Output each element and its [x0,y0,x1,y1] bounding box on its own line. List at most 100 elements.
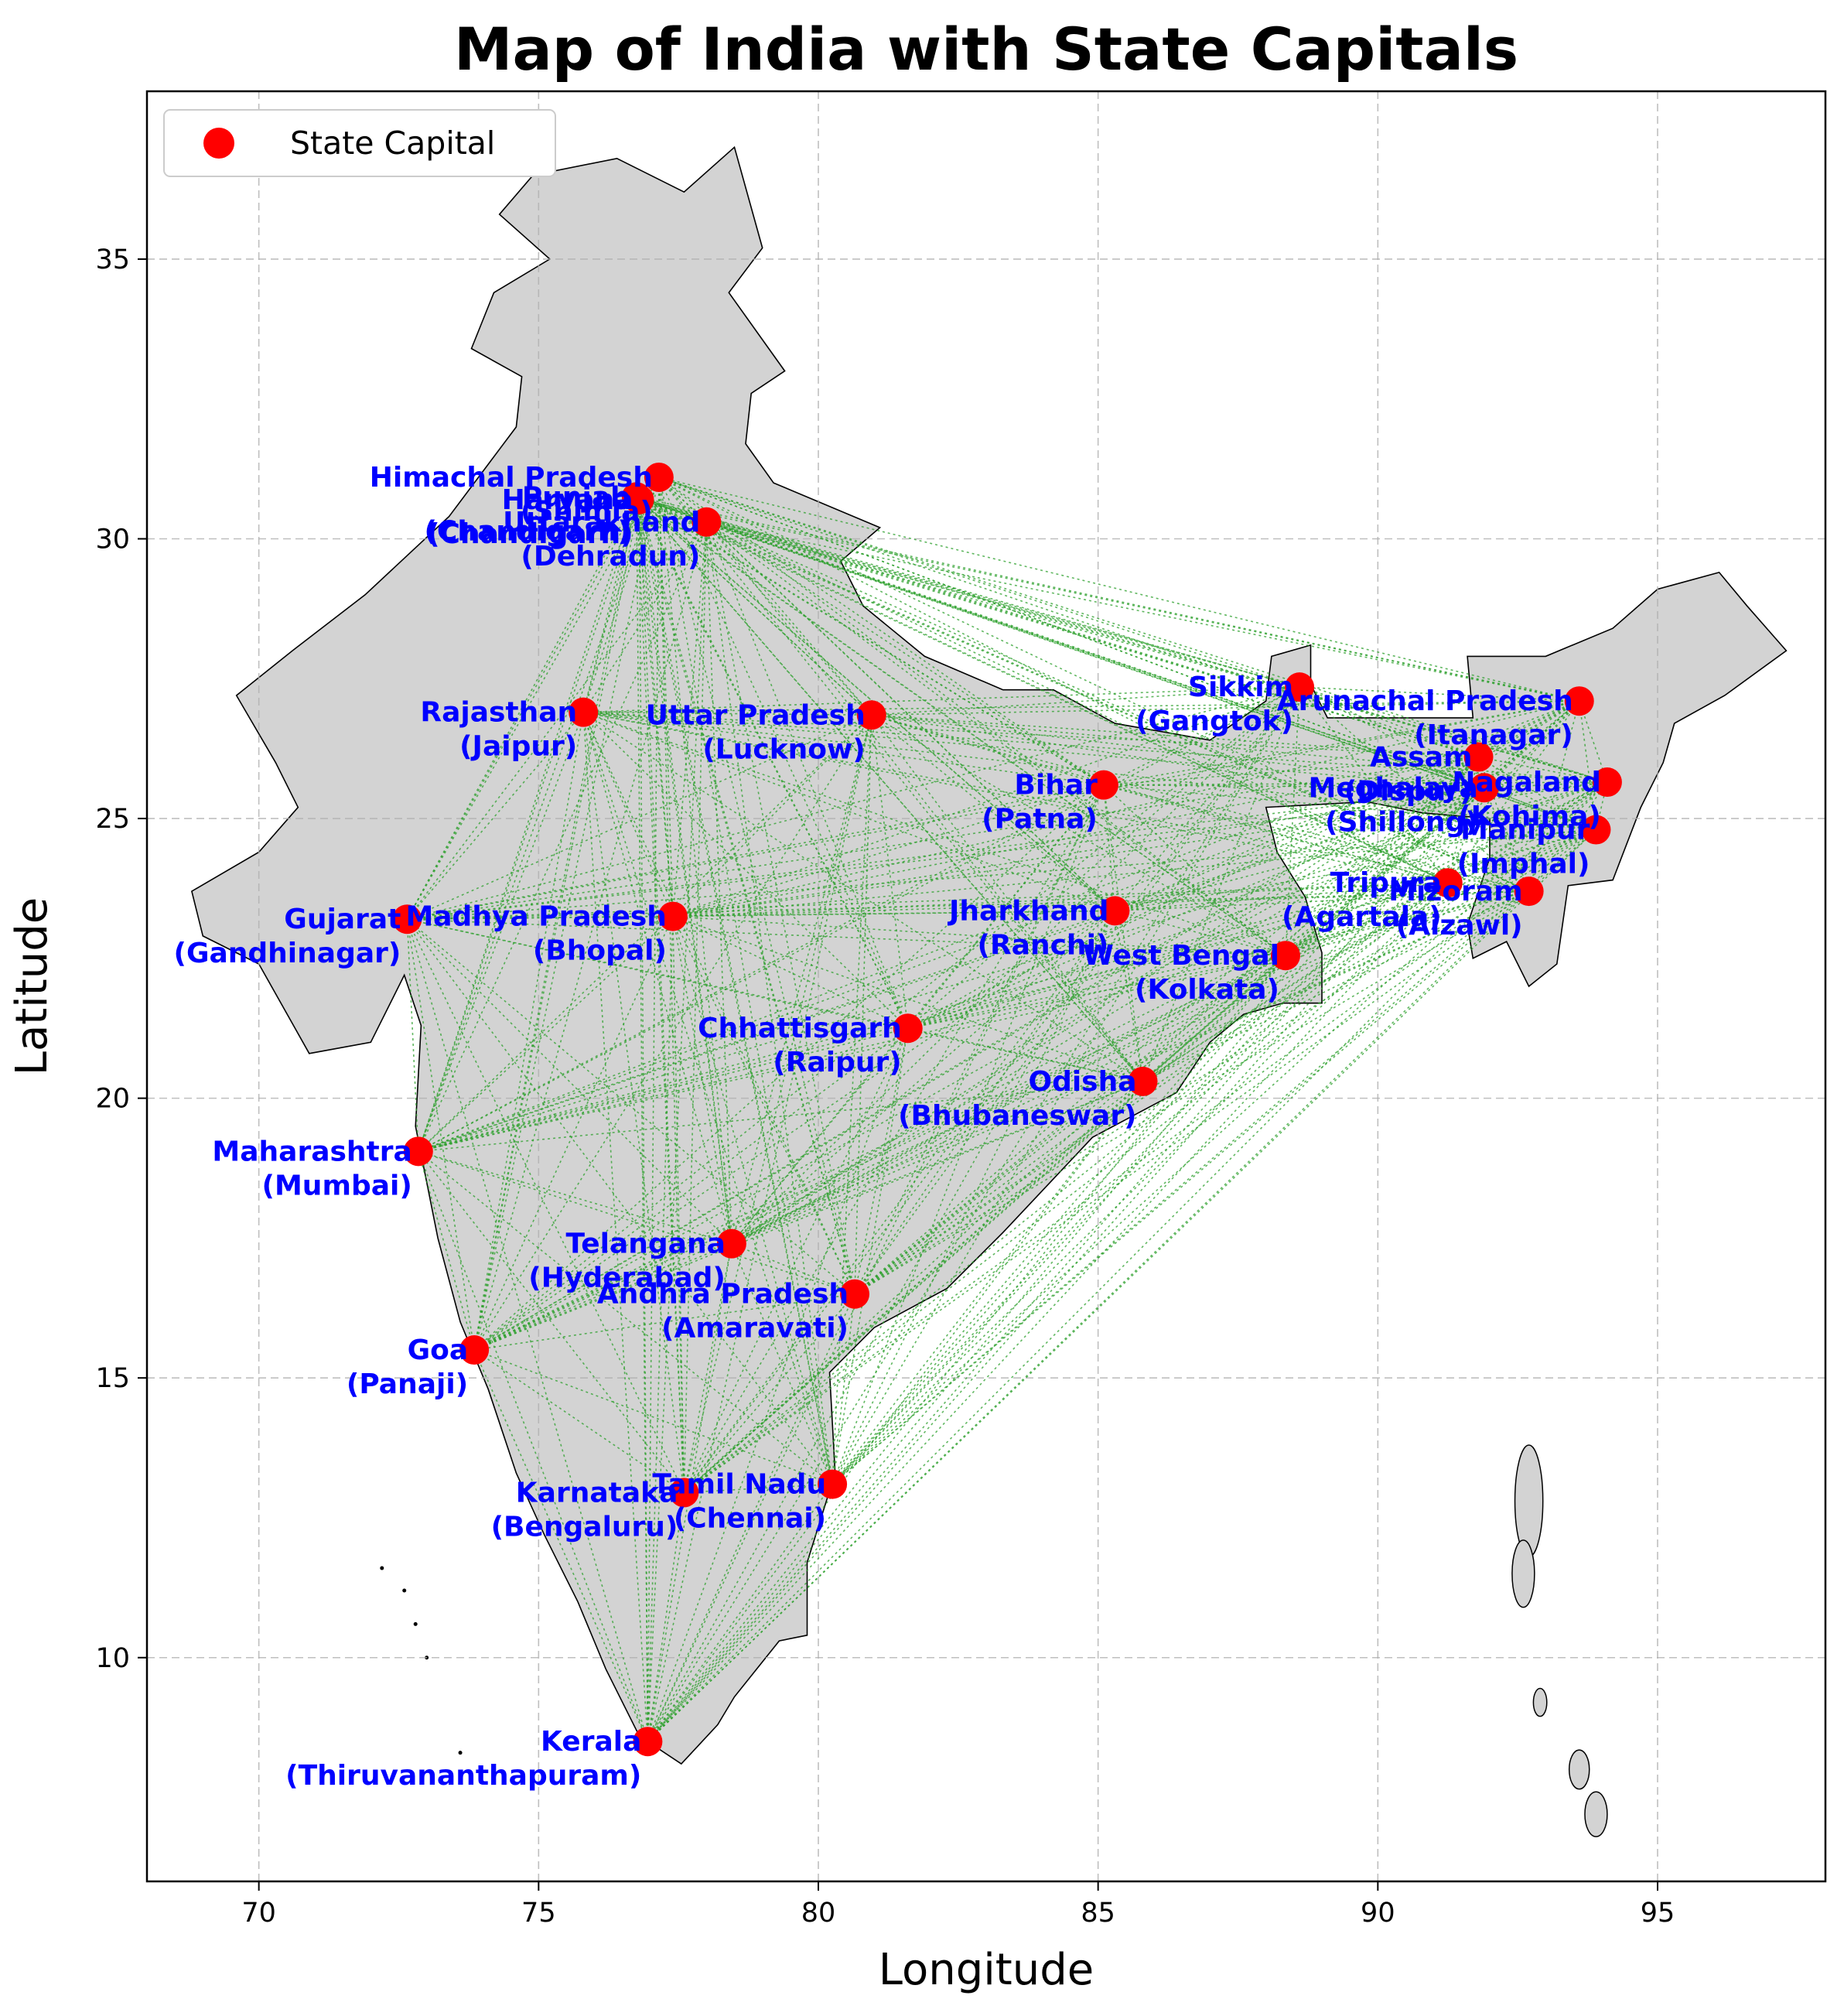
connector-line [706,521,1529,892]
x-axis-label: Longitude [879,1945,1094,1995]
state-label-sikkim: Sikkim [1188,671,1293,703]
connector-line [647,784,1105,1742]
connector-line [1478,756,1596,831]
capital-label-manipur: (Imphal) [1457,849,1590,880]
plot-area: Andhra Pradesh(Amaravati) Arunachal Prade… [95,90,1827,1929]
connector-line [407,918,1143,1082]
connector-line [407,915,673,921]
connector-line [583,711,1105,786]
connector-line [1299,686,1530,892]
capital-label-maharashtra: (Mumbai) [262,1170,412,1201]
connector-line [406,919,649,1742]
connector-line [407,918,908,1030]
connector-line [583,686,1300,713]
connector-line [636,496,1579,702]
connector-line [706,521,1485,789]
capital-marker-himachal-pradesh [644,462,674,492]
connector-line [1484,781,1607,789]
connector-line [658,477,872,716]
connector-line [658,477,1286,956]
connector-line [854,686,1300,1295]
capital-marker-bihar [1088,770,1118,800]
connector-line [473,1027,909,1351]
connector-line [1447,829,1596,883]
state-label-punjab: Punjab [522,481,630,513]
connector-line [683,686,1300,1493]
connector-line [832,1028,909,1485]
capital-label-mizoram: (Aizawl) [1396,910,1523,941]
island-shape [1514,1444,1544,1558]
capital-label-himachal-pradesh: (Shimla) [521,496,653,528]
connector-line [473,499,640,1351]
connector-line [418,521,708,1152]
connector-line [1285,781,1608,956]
state-label-nagaland: Nagaland [1452,767,1601,798]
connector-line [1299,686,1485,788]
capital-label-uttarakhand: (Dehradun) [521,541,700,572]
capital-label-telangana: (Hyderabad) [528,1263,726,1294]
connector-line [407,882,1448,921]
connector-line [407,700,1579,921]
connector-line [1528,781,1608,892]
state-label-uttarakhand: Uttarakhand [503,507,700,538]
connector-line [406,477,660,920]
connector-line [832,911,1116,1485]
connector-line [731,756,1479,1245]
connector-line [907,882,1448,1030]
connector-line [1103,784,1596,831]
connector-line [1478,756,1608,783]
connector-line [647,787,1485,1742]
connector-line [1285,787,1485,956]
connector-line [474,1293,855,1351]
connector-line [683,955,1286,1494]
connector-line [832,882,1449,1485]
connector-line [647,1081,1144,1742]
state-label-gujarat: Gujarat [284,904,401,935]
capital-marker-kerala [633,1727,663,1757]
connector-line [418,787,1485,1153]
connector-line [1103,784,1286,956]
connector-line [473,829,1596,1351]
connector-line [407,787,1484,921]
capital-markers [392,462,1622,1757]
connector-line [871,686,1300,716]
connector-line [907,784,1105,1029]
connector-line [907,1027,1143,1082]
x-tick-label: 85 [1081,1898,1115,1929]
connector-line [854,1028,909,1294]
connector-line [583,711,1448,884]
connector-line [706,521,1608,783]
connector-line [583,711,872,716]
capital-label-punjab: (Chandigarh) [424,515,630,547]
connector-line [418,712,584,1152]
state-label-jharkhand: Jharkhand [947,895,1108,927]
connector-line [672,916,732,1244]
capital-label-karnataka: (Bengaluru) [491,1511,678,1543]
connector-line [731,1081,1143,1245]
connector-line [473,1349,649,1742]
connector-line [582,711,1115,912]
x-axis-ticks: 70 75 80 85 90 95 [241,1881,1675,1929]
connector-line [647,1484,833,1742]
state-label-odisha: Odisha [1028,1066,1136,1098]
connector-line [1115,910,1286,957]
connector-line [647,686,1300,1742]
connector-line [582,499,640,712]
connector-line [473,890,1529,1351]
capital-marker-rajasthan [569,697,599,727]
connector-line [672,882,1448,917]
connector-line [407,686,1300,920]
connector-line [683,910,1116,1493]
connector-line [636,497,732,1244]
connector-line [473,521,708,1351]
connector-line [638,499,732,1244]
connector-line [683,787,1485,1494]
connector-line [582,712,1143,1082]
connector-line [1447,781,1608,883]
capital-label-uttar-pradesh: (Lucknow) [702,733,865,765]
connector-line [705,521,732,1244]
state-label-maharashtra: Maharashtra [212,1136,411,1167]
y-tick-label: 35 [95,244,130,275]
capital-label-odisha: (Bhubaneswar) [898,1100,1136,1132]
